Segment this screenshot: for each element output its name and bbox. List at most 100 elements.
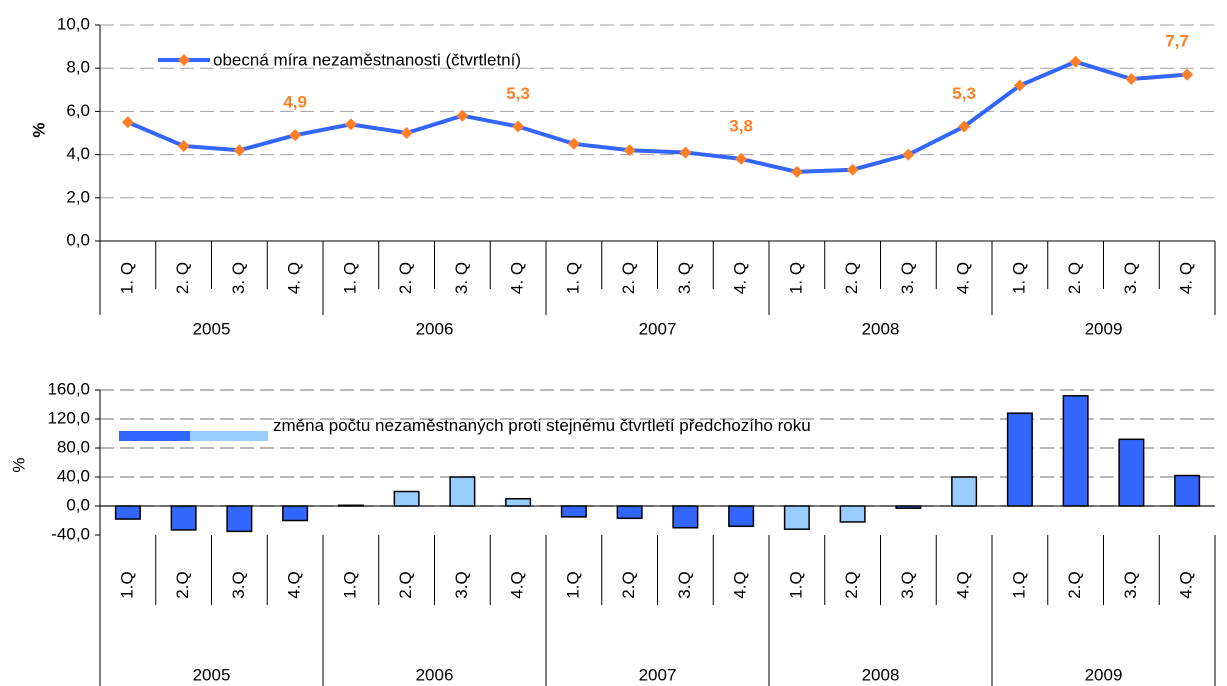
year-label: 2005 [193, 319, 231, 338]
bar [505, 498, 532, 507]
legend-label: změna počtu nezaměstnaných proti stejném… [273, 416, 811, 435]
x-tick-label: 4.Q [508, 571, 527, 598]
bar [337, 504, 364, 507]
x-tick-label: 3. Q [229, 262, 248, 294]
legend-swatch [190, 431, 268, 441]
bar [1174, 474, 1201, 507]
x-tick-label: 1.Q [340, 571, 359, 598]
year-label: 2009 [1085, 319, 1123, 338]
bar [560, 505, 587, 518]
y-tick-label: 120,0 [47, 408, 90, 427]
x-tick-label: 4. Q [508, 262, 527, 294]
bar [1118, 438, 1145, 507]
data-label: 5,3 [952, 84, 976, 103]
x-tick-label: 4.Q [954, 571, 973, 598]
bar [114, 505, 141, 520]
y-tick-label: 8,0 [66, 58, 90, 77]
x-tick-label: 4.Q [731, 571, 750, 598]
marker [121, 116, 134, 129]
marker [400, 127, 413, 139]
bar [895, 505, 922, 509]
marker [512, 120, 525, 133]
y-tick-label: 40,0 [57, 466, 90, 485]
y-axis-label: % [29, 122, 48, 137]
x-tick-label: 2.Q [619, 571, 638, 598]
x-tick-label: 3.Q [1121, 571, 1140, 598]
data-label: 5,3 [506, 84, 530, 103]
bar [393, 490, 420, 507]
year-label: 2007 [639, 319, 677, 338]
x-tick-label: 2. Q [396, 262, 415, 294]
y-tick-label: 160,0 [47, 379, 90, 398]
x-tick-label: 3.Q [675, 571, 694, 598]
x-tick-label: 3. Q [675, 262, 694, 294]
x-tick-label: 1. Q [786, 262, 805, 294]
bar [449, 476, 476, 507]
x-tick-label: 3.Q [898, 571, 917, 598]
x-tick-label: 1. Q [340, 262, 359, 294]
bar [616, 505, 643, 520]
x-tick-label: 2. Q [619, 262, 638, 294]
marker [846, 163, 859, 176]
legend-marker [178, 54, 190, 66]
data-label: 4,9 [283, 93, 307, 112]
marker [1069, 55, 1082, 68]
y-tick-label: 6,0 [66, 101, 90, 120]
y-tick-label: 0,0 [66, 230, 90, 249]
x-tick-label: 2. Q [173, 262, 192, 294]
x-tick-label: 2.Q [173, 571, 192, 598]
marker [735, 152, 748, 165]
x-tick-label: 4. Q [1177, 262, 1196, 294]
x-tick-label: 1.Q [1009, 571, 1028, 598]
x-tick-label: 1.Q [117, 571, 136, 598]
marker [567, 137, 580, 150]
x-tick-label: 3. Q [452, 262, 471, 294]
bar [170, 505, 197, 531]
year-label: 2006 [416, 319, 454, 338]
marker [233, 144, 246, 157]
line [127, 59, 1188, 174]
bar [226, 505, 253, 533]
marker [1181, 68, 1194, 81]
year-label: 2005 [193, 665, 231, 684]
data-label: 3,8 [729, 116, 753, 135]
marker [902, 148, 915, 161]
bar [839, 505, 866, 523]
bar [672, 505, 699, 529]
x-tick-label: 4.Q [285, 571, 304, 598]
x-tick-label: 2.Q [842, 571, 861, 598]
y-tick-label: 80,0 [57, 437, 90, 456]
legend-label: obecná míra nezaměstnanosti (čtvrtletní) [213, 50, 521, 69]
year-label: 2006 [416, 665, 454, 684]
x-tick-label: 1. Q [563, 262, 582, 294]
x-tick-label: 4. Q [285, 262, 304, 294]
y-tick-label: 0,0 [66, 495, 90, 514]
marker [1125, 73, 1138, 85]
y-tick-label: -40,0 [51, 524, 90, 543]
marker [623, 144, 636, 157]
year-label: 2008 [862, 665, 900, 684]
x-tick-label: 3.Q [229, 571, 248, 598]
bar [282, 505, 309, 522]
bar [951, 476, 978, 507]
bar [1006, 412, 1033, 507]
y-tick-label: 10,0 [57, 14, 90, 33]
data-label: 7,7 [1165, 31, 1189, 50]
bar [1062, 395, 1089, 507]
x-tick-label: 2. Q [842, 262, 861, 294]
y-tick-label: 4,0 [66, 144, 90, 163]
marker [1013, 79, 1026, 92]
marker [177, 139, 190, 152]
marker [289, 129, 302, 142]
year-label: 2009 [1085, 665, 1123, 684]
year-label: 2008 [862, 319, 900, 338]
x-tick-label: 1. Q [117, 262, 136, 294]
x-tick-label: 3. Q [898, 262, 917, 294]
x-tick-label: 1.Q [786, 571, 805, 598]
marker [679, 146, 692, 159]
y-tick-label: 2,0 [66, 187, 90, 206]
bar [728, 505, 755, 528]
bar [783, 505, 810, 530]
x-tick-label: 2.Q [1065, 571, 1084, 598]
